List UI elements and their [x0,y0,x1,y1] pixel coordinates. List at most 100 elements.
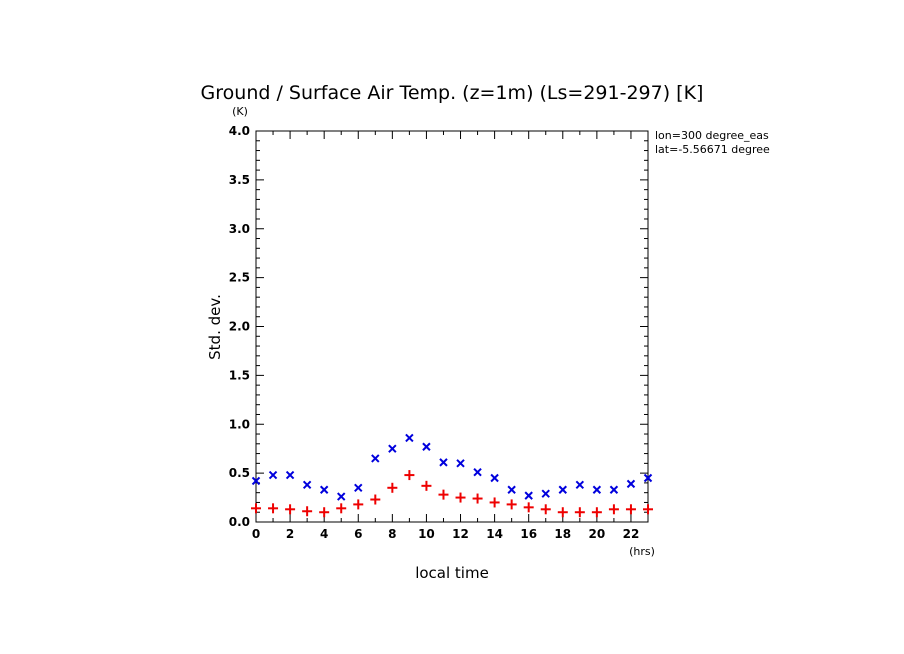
data-point [472,493,483,504]
data-point [608,504,619,515]
data-point [319,507,330,518]
data-point [473,467,482,477]
data-point [251,476,261,486]
marker-stroke [524,491,533,500]
marker-stroke [456,459,465,468]
y-tick-label: 0.0 [229,515,250,529]
marker-stroke [388,444,397,453]
data-point [336,503,347,514]
data-point [268,503,279,514]
data-point [371,454,380,463]
data-point [285,470,295,480]
y-tick-label: 0.5 [229,466,250,480]
marker-stroke [405,433,414,443]
marker-stroke [490,473,499,483]
marker-stroke [285,470,295,480]
y-tick-label: 3.0 [229,222,250,236]
marker-stroke [626,479,636,489]
marker-stroke [422,442,431,451]
data-point [592,485,602,494]
x-tick-label: 10 [418,527,435,541]
y-unit-label: (K) [232,105,248,118]
data-point [404,470,415,481]
data-point [422,442,431,451]
marker-stroke [302,480,312,490]
data-point [643,504,653,515]
data-point [575,480,585,490]
y-axis-label: Std. dev. [206,294,224,360]
data-point [353,499,364,510]
data-point [268,470,278,480]
x-tick-label: 22 [623,527,640,541]
data-point [302,506,313,517]
data-point [574,507,585,518]
marker-stroke [541,489,550,498]
data-point [625,504,636,515]
data-marks [251,433,653,518]
axis-ticks [255,130,649,523]
data-point [337,492,346,501]
y-tick-label: 3.5 [229,173,250,187]
data-point [370,494,381,505]
marker-stroke [592,485,602,494]
series-0 [251,433,653,501]
x-tick-label: 18 [554,527,571,541]
plot-frame [255,130,649,523]
data-point [541,489,550,498]
data-point [319,485,329,494]
data-point [438,489,449,500]
data-point [439,458,448,467]
data-point [591,507,602,518]
marker-stroke [354,483,363,492]
marker-stroke [473,467,482,477]
data-point [285,504,296,515]
x-tick-label: 16 [520,527,537,541]
marker-stroke [371,454,380,463]
x-tick-label: 6 [354,527,362,541]
data-point [523,502,534,513]
marker-stroke [319,485,329,494]
tick-labels: 0 2 4 6 8 10 12 14 16 18 20 22 0.0 0.5 1.0 1.5 2.0 2.5 3.0… [229,124,640,541]
marker-stroke [558,485,567,494]
marker-stroke [643,473,653,483]
marker-stroke [337,492,346,501]
data-point [506,499,517,510]
data-point [421,480,432,491]
data-point [405,433,414,443]
data-point [354,483,363,492]
data-point [643,473,653,483]
data-point [251,503,261,514]
data-point [524,491,533,500]
annotation-lat: lat=-5.56671 degree [655,143,770,156]
data-point [490,473,499,483]
marker-stroke [439,458,448,467]
data-point [540,504,551,515]
y-tick-label: 2.0 [229,320,250,334]
marker-stroke [507,485,516,494]
x-tick-label: 14 [486,527,503,541]
annotation-lon: lon=300 degree_eas [655,129,769,142]
data-point [455,492,466,503]
x-axis-label: local time [415,564,489,582]
data-point [557,507,568,518]
x-tick-label: 20 [589,527,606,541]
data-point [507,485,516,494]
marker-stroke [609,485,619,494]
data-point [302,480,312,490]
data-point [558,485,567,494]
marker-stroke [268,470,278,480]
y-tick-label: 2.5 [229,271,250,285]
x-tick-label: 8 [388,527,396,541]
data-point [489,497,500,508]
y-tick-label: 1.0 [229,417,250,431]
data-point [456,459,465,468]
marker-stroke [575,480,585,490]
data-point [609,485,619,494]
chart-title: Ground / Surface Air Temp. (z=1m) (Ls=29… [201,82,704,104]
x-tick-label: 12 [452,527,469,541]
y-tick-label: 4.0 [229,124,250,138]
data-point [388,444,397,453]
x-tick-label: 0 [252,527,260,541]
marker-stroke [251,476,261,486]
